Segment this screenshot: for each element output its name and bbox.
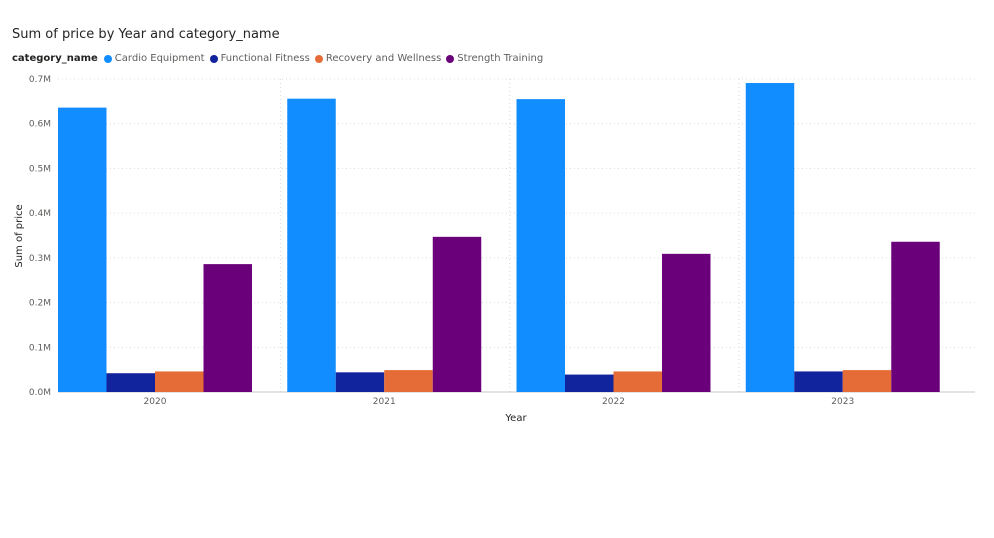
y-axis-title: Sum of price — [14, 204, 25, 267]
bar-recovery-and-wellness-2020[interactable] — [155, 371, 204, 392]
legend-marker-icon — [446, 54, 455, 63]
bars — [58, 83, 940, 393]
x-tick-label: 2021 — [373, 397, 396, 407]
y-tick-label: 0.6M — [29, 120, 51, 130]
legend-item-strength-training[interactable]: Strength Training — [446, 53, 543, 64]
bar-functional-fitness-2023[interactable] — [794, 371, 843, 392]
bar-strength-training-2022[interactable] — [662, 253, 711, 392]
legend-item-recovery-and-wellness[interactable]: Recovery and Wellness — [314, 53, 442, 64]
y-tick-label: 0.0M — [29, 388, 51, 398]
bar-recovery-and-wellness-2021[interactable] — [384, 370, 433, 392]
legend-label: Recovery and Wellness — [325, 53, 442, 64]
legend-label: Functional Fitness — [220, 53, 310, 64]
y-tick-label: 0.1M — [29, 343, 51, 353]
legend-item-functional-fitness[interactable]: Functional Fitness — [209, 53, 310, 64]
x-axis-title: Year — [504, 413, 527, 424]
bar-recovery-and-wellness-2023[interactable] — [842, 370, 892, 392]
y-tick-label: 0.3M — [29, 254, 51, 264]
chart-legend: category_name Cardio Equipment Functiona… — [12, 53, 548, 64]
bar-functional-fitness-2020[interactable] — [106, 373, 156, 392]
bar-strength-training-2021[interactable] — [432, 236, 482, 392]
legend-label: Strength Training — [457, 53, 544, 64]
x-tick-label: 2022 — [602, 397, 625, 407]
x-axis-ticks: 2020 2021 2022 2023 — [144, 397, 855, 407]
chart-title: Sum of price by Year and category_name — [12, 27, 280, 42]
y-tick-label: 0.2M — [29, 299, 51, 309]
y-tick-label: 0.5M — [29, 164, 51, 174]
x-tick-label: 2020 — [144, 397, 167, 407]
legend-marker-icon — [314, 54, 323, 63]
legend-item-cardio-equipment[interactable]: Cardio Equipment — [103, 53, 205, 64]
y-axis-ticks: 0.0M 0.1M 0.2M 0.3M 0.4M 0.5M 0.6M 0.7M — [29, 75, 51, 398]
bar-cardio-equipment-2020[interactable] — [58, 107, 107, 393]
bar-functional-fitness-2021[interactable] — [335, 372, 385, 392]
legend-label: Cardio Equipment — [114, 53, 205, 64]
bar-cardio-equipment-2022[interactable] — [516, 99, 566, 392]
legend-title: category_name — [12, 53, 98, 64]
bar-functional-fitness-2022[interactable] — [565, 374, 614, 392]
bar-cardio-equipment-2021[interactable] — [287, 98, 336, 392]
legend-marker-icon — [103, 54, 112, 63]
bar-recovery-and-wellness-2022[interactable] — [613, 371, 663, 392]
y-tick-label: 0.4M — [29, 209, 51, 219]
x-tick-label: 2023 — [831, 397, 854, 407]
bar-strength-training-2023[interactable] — [891, 241, 940, 392]
legend-marker-icon — [209, 54, 218, 63]
bar-strength-training-2020[interactable] — [203, 264, 253, 392]
bar-cardio-equipment-2023[interactable] — [745, 83, 795, 392]
y-tick-label: 0.7M — [29, 75, 51, 85]
